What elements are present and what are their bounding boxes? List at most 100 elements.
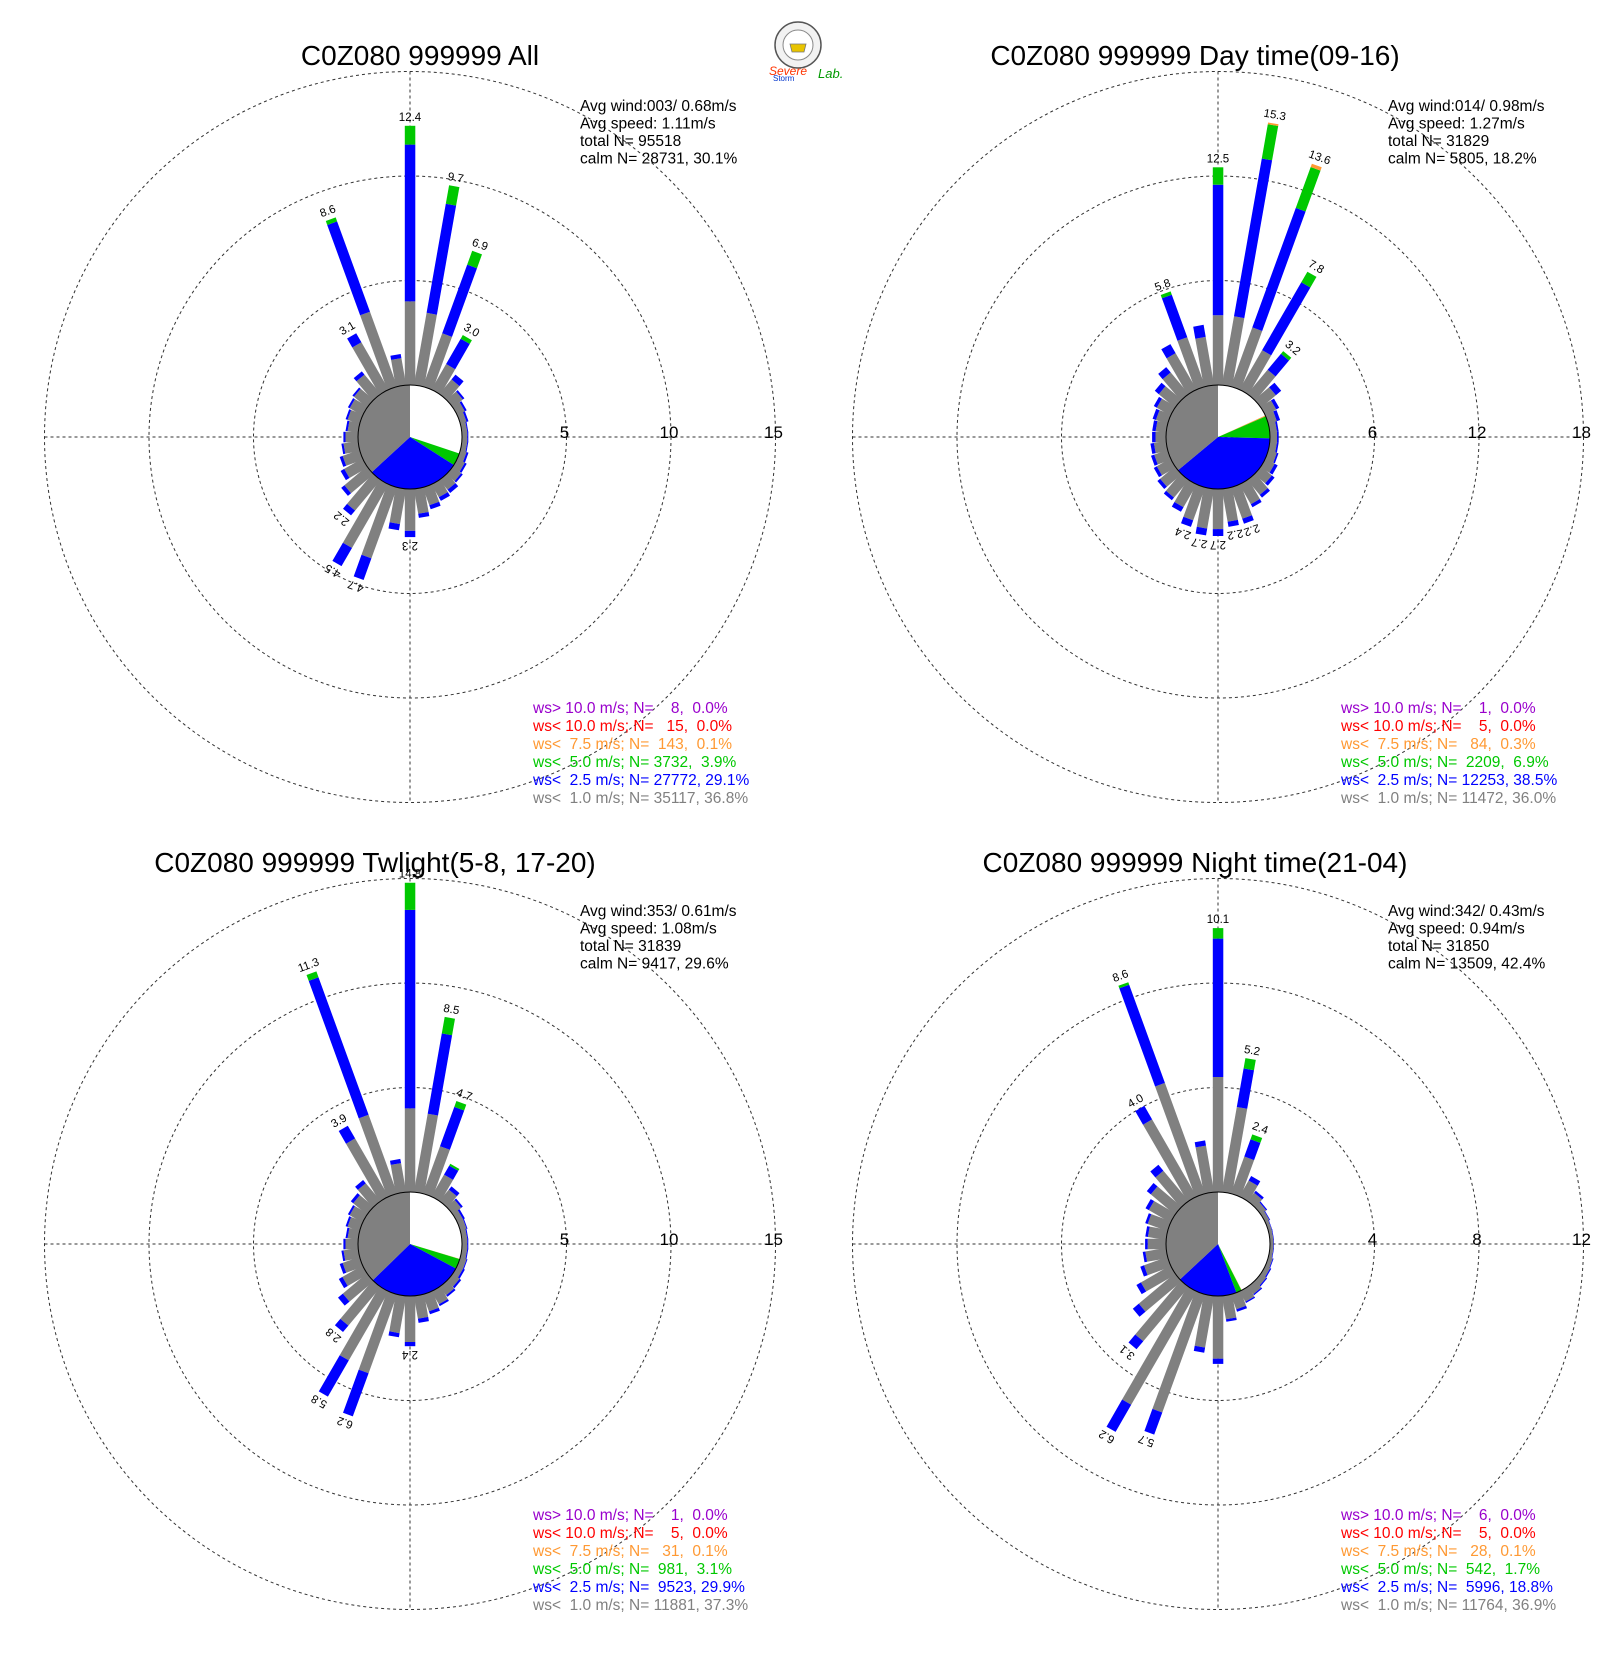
bar-segment <box>1152 431 1156 443</box>
speed-legend: ws> 10.0 m/s; N= 6, 0.0%ws< 10.0 m/s; N=… <box>1340 1507 1556 1614</box>
stats-line: total N= 31829 <box>1388 133 1489 150</box>
bar-value-label: 2.4 <box>1173 524 1193 541</box>
bar-segment <box>1160 466 1182 487</box>
bar-segment <box>439 1189 457 1208</box>
bar-segment <box>353 554 372 580</box>
legend-entry: ws< 2.5 m/s; N= 5996, 18.8% <box>1340 1579 1553 1596</box>
bar-value-label: 10.1 <box>1207 914 1229 926</box>
bar-segment <box>1267 353 1289 377</box>
bar-segment <box>404 144 416 302</box>
legend-entry: ws< 7.5 m/s; N= 31, 0.1% <box>532 1543 728 1560</box>
bar-segment <box>342 1256 363 1273</box>
bar-segment <box>1248 1176 1261 1186</box>
bar-segment <box>452 1210 464 1223</box>
calm-pie-slice <box>372 1244 456 1296</box>
bar-segment <box>459 462 467 473</box>
legend-entry: ws> 10.0 m/s; N= 1, 0.0% <box>532 1507 728 1524</box>
bar-value-label: 4.7 <box>455 1087 474 1104</box>
bar-segment <box>1118 982 1130 989</box>
bar-segment <box>463 1218 468 1229</box>
bar-segment <box>339 455 347 467</box>
bar-segment <box>1265 449 1277 463</box>
bar-segment <box>1143 1119 1197 1202</box>
legend-entry: ws< 7.5 m/s; N= 84, 0.3% <box>1340 736 1536 753</box>
bar-segment <box>1194 1294 1215 1348</box>
bar-segment <box>353 371 365 382</box>
bar-value-label: 12.4 <box>399 112 422 124</box>
bar-segment <box>462 1238 468 1250</box>
calm-pie-slice <box>410 1192 462 1259</box>
bar-segment <box>343 431 346 443</box>
severe-storm-lab-logo: Severe Storm Lab. <box>769 21 843 83</box>
legend-entry: ws> 10.0 m/s; N= 6, 0.0% <box>1340 1507 1536 1524</box>
bar-value-label: 2.2 <box>1226 526 1244 541</box>
calm-pie-outline <box>1165 1191 1271 1297</box>
bar-segment <box>1212 184 1224 316</box>
bar-segment <box>1310 163 1322 171</box>
bar-segment <box>1269 1258 1274 1269</box>
bar-value-label: 5.7 <box>1137 1432 1156 1449</box>
radial-tick-label: 5 <box>560 423 569 442</box>
bar-segment <box>1140 1265 1148 1277</box>
bar-segment <box>438 1299 449 1307</box>
bar-segment <box>446 338 470 370</box>
bar-segment <box>1132 1303 1146 1317</box>
bar-segment <box>1261 124 1279 161</box>
stats-line: Avg wind:342/ 0.43m/s <box>1388 903 1545 920</box>
bar-segment <box>428 1307 440 1315</box>
bar-segment <box>1221 316 1245 387</box>
bar-segment <box>404 301 416 385</box>
bar-segment <box>1146 1183 1158 1195</box>
bar-segment <box>465 1248 469 1260</box>
bar-segment <box>1265 1256 1273 1269</box>
bar-segment <box>1194 1140 1206 1148</box>
bar-segment <box>1265 1220 1272 1232</box>
bar-segment <box>1270 431 1277 443</box>
legend-entry: ws< 5.0 m/s; N= 981, 3.1% <box>532 1561 732 1578</box>
bar-value-label: 8.5 <box>442 1003 460 1018</box>
bar-segment <box>1158 367 1171 380</box>
bar-segment <box>1259 1277 1268 1287</box>
calm-pie-slice <box>410 437 460 465</box>
bar-segment <box>457 1219 467 1232</box>
logo-text-storm: Storm <box>773 74 795 83</box>
bar-segment <box>344 458 368 478</box>
bar-value-label: 2.7 <box>1210 538 1226 550</box>
bar-segment <box>1236 1068 1254 1109</box>
bar-segment <box>1152 420 1158 432</box>
bar-segment <box>1273 410 1281 422</box>
bar-segment <box>349 1206 368 1223</box>
bar-segment <box>1193 324 1206 339</box>
bar-segment <box>1239 1286 1255 1302</box>
bar-segment <box>1152 1291 1206 1413</box>
bar-segment <box>342 479 389 548</box>
bar-segment <box>1145 1213 1152 1224</box>
bar-segment <box>1269 463 1278 475</box>
bar-segment <box>446 391 463 408</box>
bar-segment <box>388 1331 400 1338</box>
calm-pie-slice <box>1218 1244 1242 1293</box>
bar-segment <box>1157 478 1167 489</box>
bar-segment <box>452 1265 464 1278</box>
bar-segment <box>1153 396 1162 408</box>
bar-segment <box>1260 1211 1270 1223</box>
calm-pie-slice <box>371 437 454 490</box>
bar-segment <box>345 420 350 432</box>
bar-value-label: 2.4 <box>1250 1120 1270 1137</box>
bar-segment <box>445 185 460 206</box>
bar-segment <box>439 473 456 490</box>
calm-pie-slice <box>358 1192 410 1281</box>
bar-segment <box>440 1106 465 1150</box>
bar-segment <box>462 431 468 443</box>
bar-segment <box>404 1296 416 1342</box>
bar-segment <box>1253 1287 1263 1296</box>
bar-segment <box>344 466 374 494</box>
calm-pie-slice <box>1179 1244 1237 1297</box>
bar-value-label: 12.5 <box>1207 153 1229 165</box>
bar-segment <box>1269 382 1282 396</box>
bar-segment <box>1271 398 1280 410</box>
bar-segment <box>1162 372 1189 401</box>
